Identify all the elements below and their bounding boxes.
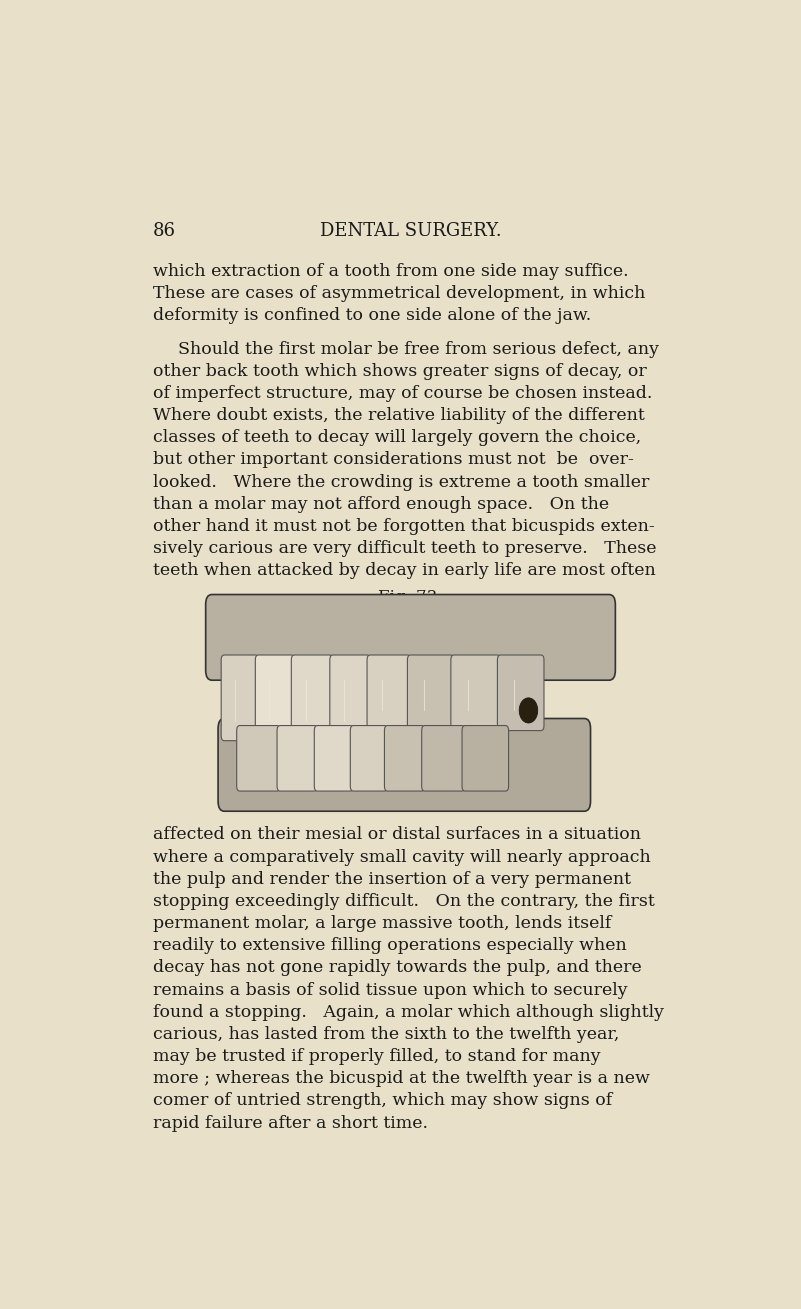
FancyBboxPatch shape (421, 725, 465, 791)
FancyBboxPatch shape (221, 654, 259, 741)
Text: deformity is confined to one side alone of the jaw.: deformity is confined to one side alone … (153, 308, 591, 325)
FancyBboxPatch shape (256, 654, 295, 741)
Text: other hand it must not be forgotten that bicuspids exten-: other hand it must not be forgotten that… (153, 518, 654, 535)
Text: readily to extensive filling operations especially when: readily to extensive filling operations … (153, 937, 626, 954)
Text: may be trusted if properly filled, to stand for many: may be trusted if properly filled, to st… (153, 1049, 601, 1066)
Text: rapid failure after a short time.: rapid failure after a short time. (153, 1115, 428, 1131)
FancyBboxPatch shape (292, 654, 333, 741)
Text: more ; whereas the bicuspid at the twelfth year is a new: more ; whereas the bicuspid at the twelf… (153, 1071, 650, 1088)
Text: permanent molar, a large massive tooth, lends itself: permanent molar, a large massive tooth, … (153, 915, 611, 932)
FancyBboxPatch shape (314, 725, 353, 791)
FancyBboxPatch shape (462, 725, 509, 791)
Text: the pulp and render the insertion of a very permanent: the pulp and render the insertion of a v… (153, 870, 631, 888)
Text: stopping exceedingly difficult.   On the contrary, the first: stopping exceedingly difficult. On the c… (153, 893, 654, 910)
Text: sively carious are very difficult teeth to preserve.   These: sively carious are very difficult teeth … (153, 541, 656, 558)
FancyBboxPatch shape (408, 654, 454, 730)
Text: than a molar may not afford enough space.   On the: than a molar may not afford enough space… (153, 496, 609, 513)
Text: 86: 86 (153, 221, 176, 240)
Text: other back tooth which shows greater signs of decay, or: other back tooth which shows greater sig… (153, 363, 646, 380)
FancyBboxPatch shape (206, 594, 615, 681)
Text: found a stopping.   Again, a molar which although slightly: found a stopping. Again, a molar which a… (153, 1004, 664, 1021)
FancyBboxPatch shape (218, 719, 590, 812)
Text: which extraction of a tooth from one side may suffice.: which extraction of a tooth from one sid… (153, 263, 629, 280)
Text: decay has not gone rapidly towards the pulp, and there: decay has not gone rapidly towards the p… (153, 959, 642, 977)
FancyBboxPatch shape (497, 654, 544, 730)
Text: of imperfect structure, may of course be chosen instead.: of imperfect structure, may of course be… (153, 385, 652, 402)
Text: classes of teeth to decay will largely govern the choice,: classes of teeth to decay will largely g… (153, 429, 641, 446)
FancyBboxPatch shape (367, 654, 410, 730)
FancyBboxPatch shape (330, 654, 370, 741)
FancyBboxPatch shape (451, 654, 501, 730)
Text: where a comparatively small cavity will nearly approach: where a comparatively small cavity will … (153, 848, 650, 865)
Text: but other important considerations must not  be  over-: but other important considerations must … (153, 452, 634, 469)
Text: carious, has lasted from the sixth to the twelfth year,: carious, has lasted from the sixth to th… (153, 1026, 619, 1043)
Text: These are cases of asymmetrical development, in which: These are cases of asymmetrical developm… (153, 285, 646, 302)
Text: Fig. 73.: Fig. 73. (378, 589, 443, 606)
Text: Should the first molar be free from serious defect, any: Should the first molar be free from seri… (178, 340, 658, 357)
FancyBboxPatch shape (350, 725, 388, 791)
Text: remains a basis of solid tissue upon which to securely: remains a basis of solid tissue upon whi… (153, 982, 627, 999)
Text: affected on their mesial or distal surfaces in a situation: affected on their mesial or distal surfa… (153, 826, 641, 843)
Text: looked.   Where the crowding is extreme a tooth smaller: looked. Where the crowding is extreme a … (153, 474, 650, 491)
Text: teeth when attacked by decay in early life are most often: teeth when attacked by decay in early li… (153, 563, 656, 580)
Text: Where doubt exists, the relative liability of the different: Where doubt exists, the relative liabili… (153, 407, 645, 424)
FancyBboxPatch shape (384, 725, 425, 791)
Text: comer of untried strength, which may show signs of: comer of untried strength, which may sho… (153, 1093, 612, 1110)
FancyBboxPatch shape (237, 725, 280, 791)
Ellipse shape (519, 698, 537, 723)
FancyBboxPatch shape (277, 725, 317, 791)
Text: DENTAL SURGERY.: DENTAL SURGERY. (320, 221, 501, 240)
